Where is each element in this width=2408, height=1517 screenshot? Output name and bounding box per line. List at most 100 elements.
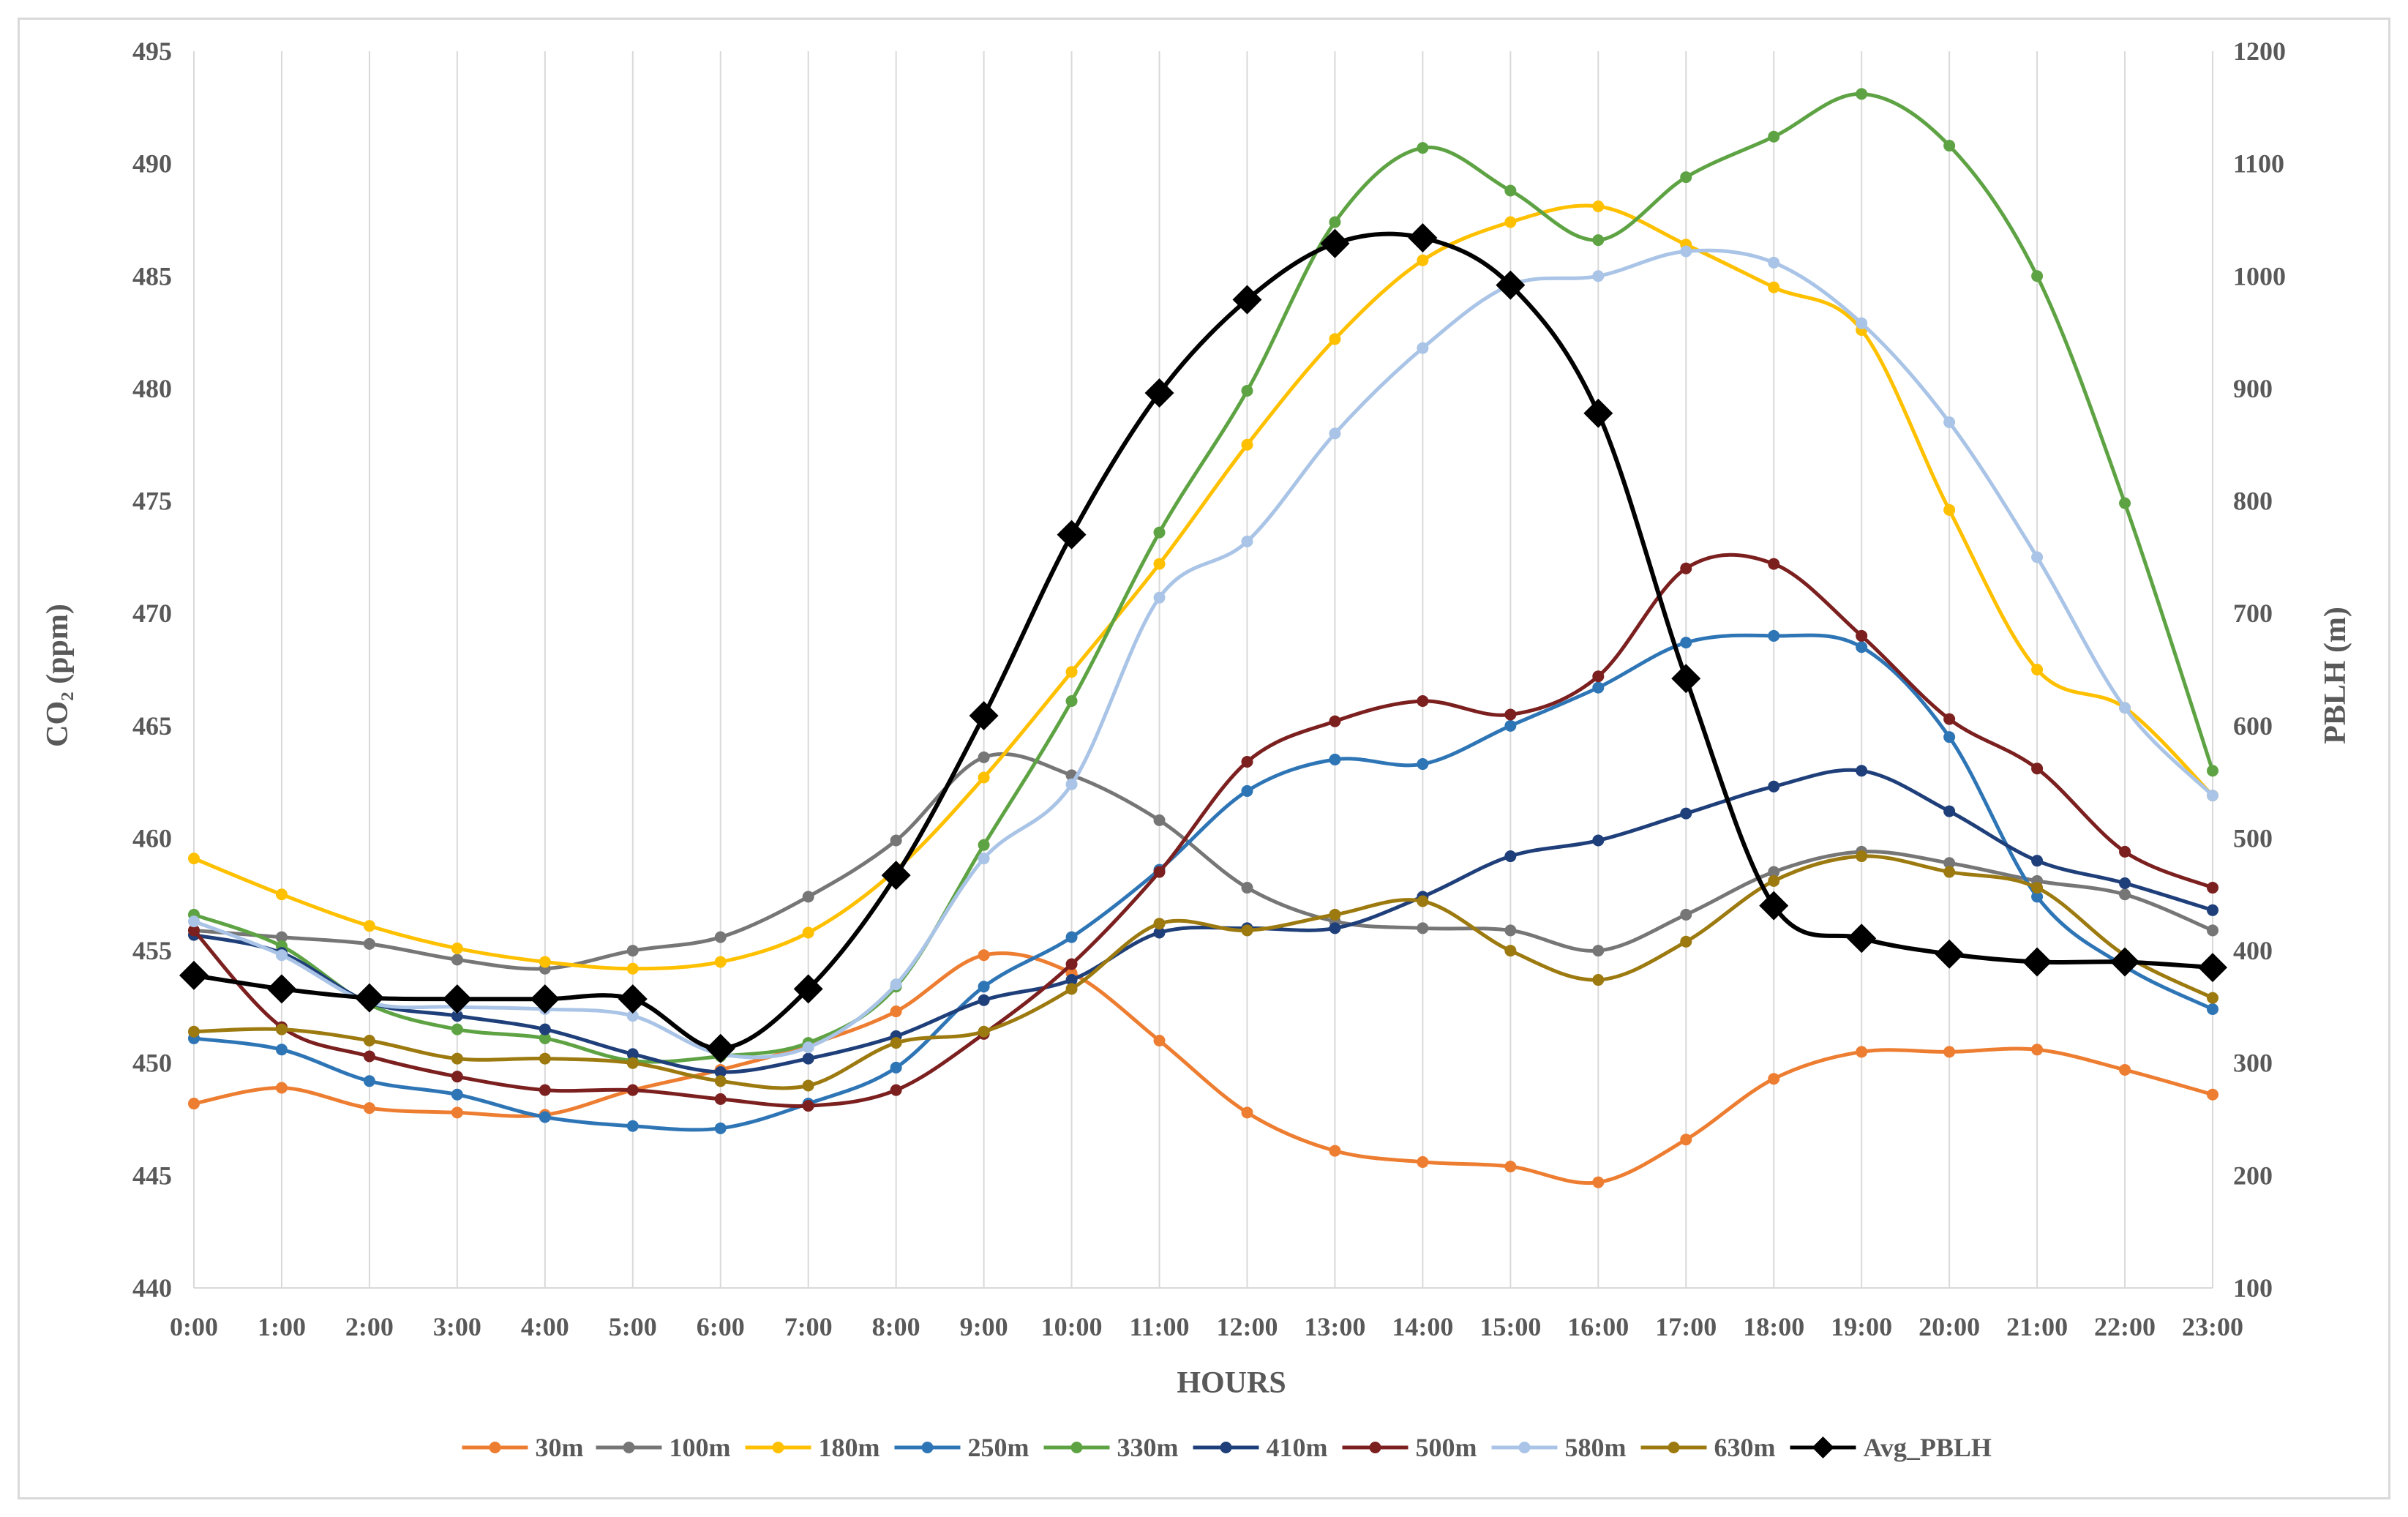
point-580m-23 xyxy=(2207,790,2218,802)
point-410m-6 xyxy=(714,1066,727,1079)
point-580m-21 xyxy=(2031,551,2044,563)
x-tick-label: 19:00 xyxy=(1831,1312,1892,1341)
point-330m-17 xyxy=(1680,171,1692,184)
legend-swatch-marker xyxy=(1070,1442,1083,1453)
point-100m-7 xyxy=(802,891,814,903)
point-630m-5 xyxy=(626,1057,639,1069)
y2-axis-title: PBLH (m) xyxy=(2319,607,2352,744)
point-100m-20 xyxy=(1943,857,1956,869)
point-30m-21 xyxy=(2031,1044,2044,1056)
point-580m-10 xyxy=(1065,778,1078,790)
point-250m-3 xyxy=(451,1088,463,1101)
point-avg-pblh-4 xyxy=(530,984,560,1014)
legend-swatch-marker xyxy=(1668,1442,1680,1453)
point-330m-3 xyxy=(451,1023,463,1035)
point-avg-pblh-15 xyxy=(1496,270,1526,300)
point-100m-1 xyxy=(275,931,288,943)
x-tick-label: 0:00 xyxy=(170,1312,218,1341)
point-410m-19 xyxy=(1856,765,1868,777)
point-410m-9 xyxy=(978,994,990,1006)
point-630m-19 xyxy=(1856,850,1868,863)
legend-label: 30m xyxy=(536,1433,584,1462)
point-500m-8 xyxy=(890,1084,902,1096)
point-100m-11 xyxy=(1153,814,1166,826)
point-30m-1 xyxy=(275,1082,288,1094)
point-30m-9 xyxy=(978,949,990,962)
series-line-500m xyxy=(192,553,2213,1108)
point-500m-2 xyxy=(363,1050,375,1063)
point-500m-14 xyxy=(1417,695,1429,708)
legend-label: 330m xyxy=(1117,1433,1179,1462)
point-330m-19 xyxy=(1856,88,1868,100)
point-180m-21 xyxy=(2031,664,2044,675)
series-250m xyxy=(188,629,2218,1134)
y-tick-label: 475 xyxy=(132,487,172,516)
point-500m-17 xyxy=(1680,562,1692,574)
y-tick-label: 465 xyxy=(132,711,172,741)
x-tick-label: 22:00 xyxy=(2094,1312,2156,1341)
point-30m-0 xyxy=(188,1098,200,1110)
x-axis-title: HOURS xyxy=(1177,1366,1286,1400)
point-avg-pblh-0 xyxy=(179,960,209,990)
point-630m-8 xyxy=(890,1037,902,1049)
point-avg-pblh-5 xyxy=(618,984,648,1014)
y-tick-label: 485 xyxy=(132,261,172,291)
point-250m-10 xyxy=(1065,931,1078,943)
point-410m-4 xyxy=(539,1023,551,1035)
point-500m-12 xyxy=(1241,755,1253,768)
point-500m-3 xyxy=(451,1071,463,1083)
point-avg-pblh-10 xyxy=(1057,520,1087,550)
y2-tick-label: 200 xyxy=(2233,1161,2273,1190)
point-180m-14 xyxy=(1417,254,1429,266)
point-630m-15 xyxy=(1504,945,1517,957)
point-500m-5 xyxy=(626,1084,639,1096)
point-30m-15 xyxy=(1504,1161,1517,1173)
point-500m-4 xyxy=(539,1084,551,1096)
y-tick-label: 490 xyxy=(132,149,172,179)
point-250m-15 xyxy=(1504,719,1517,732)
series-line-330m xyxy=(193,91,2215,1064)
point-580m-0 xyxy=(188,915,200,928)
x-tick-label: 1:00 xyxy=(258,1312,306,1341)
point-580m-17 xyxy=(1680,245,1692,258)
legend-item-250m: 250m xyxy=(894,1433,1029,1462)
point-180m-6 xyxy=(714,956,727,968)
point-30m-12 xyxy=(1241,1106,1253,1119)
point-180m-11 xyxy=(1153,558,1166,570)
point-180m-15 xyxy=(1504,216,1517,228)
series-30m xyxy=(188,949,2218,1188)
point-580m-20 xyxy=(1943,416,1956,428)
legend-swatch-marker xyxy=(1369,1442,1381,1453)
point-180m-3 xyxy=(451,943,463,955)
point-250m-20 xyxy=(1943,731,1956,743)
point-100m-2 xyxy=(363,937,375,950)
series-line-250m xyxy=(193,633,2214,1132)
point-330m-18 xyxy=(1768,130,1780,143)
point-250m-16 xyxy=(1592,681,1605,694)
legend-label: 500m xyxy=(1416,1433,1477,1462)
point-330m-16 xyxy=(1592,234,1605,247)
legend-label: 580m xyxy=(1565,1433,1627,1462)
point-250m-4 xyxy=(539,1111,551,1123)
x-tick-label: 13:00 xyxy=(1304,1312,1365,1341)
point-30m-8 xyxy=(890,1005,902,1018)
point-330m-14 xyxy=(1417,142,1429,154)
x-tick-label: 14:00 xyxy=(1392,1312,1453,1341)
point-250m-8 xyxy=(890,1061,902,1074)
point-100m-9 xyxy=(978,751,990,763)
x-tick-label: 4:00 xyxy=(521,1312,569,1341)
y2-tick-label: 500 xyxy=(2233,823,2273,853)
point-630m-23 xyxy=(2207,992,2218,1004)
point-330m-4 xyxy=(539,1032,551,1044)
point-30m-2 xyxy=(363,1102,375,1115)
series-line-avg-pblh xyxy=(193,231,2213,1051)
point-580m-12 xyxy=(1241,535,1253,547)
x-axis-ticks: 0:00 1:00 2:00 3:00 4:00 5:00 6:00 7:00 8:00 9:00… xyxy=(170,1312,2243,1341)
point-100m-17 xyxy=(1680,908,1692,921)
legend-swatch-marker xyxy=(623,1442,635,1453)
x-tick-label: 2:00 xyxy=(345,1312,394,1341)
point-250m-1 xyxy=(275,1044,288,1056)
right-axis-ticks: 100 200 300 400 500 600 700 800 900 1000 1100 1200 xyxy=(2233,37,2286,1303)
point-630m-21 xyxy=(2031,882,2044,894)
point-630m-10 xyxy=(1065,983,1078,995)
